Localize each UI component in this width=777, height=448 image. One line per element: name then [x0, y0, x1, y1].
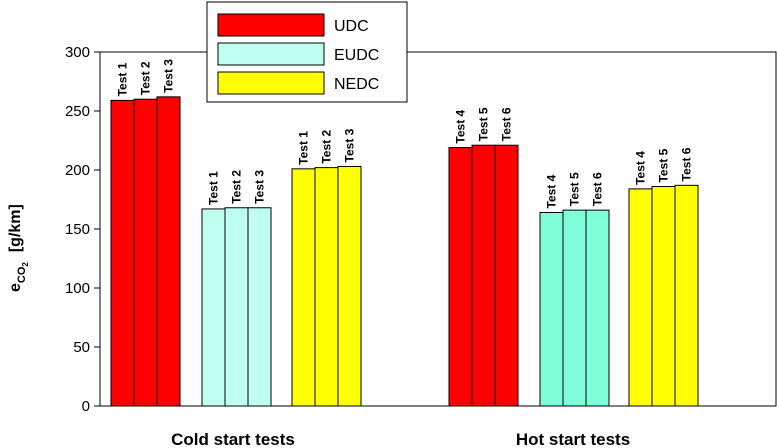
group-label: Hot start tests — [516, 430, 630, 448]
bar-test-label: Test 5 — [477, 107, 491, 141]
bar-test-label: Test 3 — [343, 128, 357, 162]
bar-nedc-test-3 — [337, 165, 362, 407]
legend: UDC EUDC NEDC — [206, 1, 408, 103]
bar-udc-test-5 — [471, 144, 496, 407]
bar-test-label: Test 1 — [297, 131, 311, 165]
bar-eudc-test-5 — [562, 209, 587, 407]
bar-test-label: Test 5 — [568, 172, 582, 206]
legend-swatch-udc — [217, 13, 325, 37]
bar-nedc-test-1 — [291, 168, 316, 407]
legend-swatch-eudc — [217, 42, 325, 66]
bar-nedc-test-4 — [628, 188, 653, 407]
y-tick-label: 300 — [65, 44, 90, 61]
bar-eudc-test-1 — [201, 208, 226, 407]
y-tick-label: 250 — [65, 103, 90, 120]
bar-test-label: Test 3 — [162, 59, 176, 93]
bars — [110, 96, 699, 407]
bar-eudc-test-4 — [539, 211, 564, 407]
bar-test-label: Test 2 — [320, 130, 334, 164]
bar-eudc-test-3 — [247, 207, 272, 407]
y-tick-label: 200 — [65, 162, 90, 179]
bar-udc-test-4 — [448, 147, 473, 407]
y-tick-label: 100 — [65, 280, 90, 297]
bar-test-label: Test 4 — [634, 151, 648, 185]
bar-test-label: Test 1 — [116, 62, 130, 96]
bar-test-label: Test 6 — [591, 172, 605, 206]
bar-test-label: Test 3 — [253, 170, 267, 204]
bar-udc-test-3 — [156, 96, 181, 407]
bar-labels: Test 1 Test 2 Test 3 Test 1 Test 2 Test 3 Test… — [116, 59, 694, 209]
y-tick-label: 150 — [65, 221, 90, 238]
y-axis-title-text: eCO2[g/km] — [7, 204, 30, 292]
bar-test-label: Test 4 — [545, 174, 559, 208]
y-axis-title: eCO2[g/km] — [7, 204, 30, 292]
bar-udc-test-2 — [133, 98, 158, 407]
group-labels: Cold start tests Hot start tests — [171, 430, 630, 448]
bar-eudc-test-2 — [224, 207, 249, 407]
bar-nedc-test-6 — [674, 184, 699, 407]
y-tick-label: 50 — [73, 339, 90, 356]
bar-test-label: Test 6 — [680, 147, 694, 181]
axes: 0 50 100 150 200 250 300 — [65, 44, 777, 415]
bar-nedc-test-2 — [314, 167, 339, 407]
bar-nedc-test-5 — [651, 186, 676, 407]
bar-test-label: Test 6 — [500, 107, 514, 141]
group-label: Cold start tests — [171, 430, 295, 448]
legend-label-nedc: NEDC — [334, 76, 379, 93]
bar-test-label: Test 2 — [230, 170, 244, 204]
bar-udc-test-6 — [494, 144, 519, 407]
bar-test-label: Test 1 — [207, 171, 221, 205]
legend-label-udc: UDC — [334, 18, 369, 35]
bar-udc-test-1 — [110, 99, 135, 407]
bar-eudc-test-6 — [585, 209, 610, 407]
y-tick-label: 0 — [82, 398, 90, 415]
bar-test-label: Test 2 — [139, 61, 153, 95]
legend-swatch-nedc — [217, 71, 325, 95]
bar-test-label: Test 5 — [657, 148, 671, 182]
legend-label-eudc: EUDC — [334, 47, 379, 64]
bar-test-label: Test 4 — [454, 109, 468, 143]
